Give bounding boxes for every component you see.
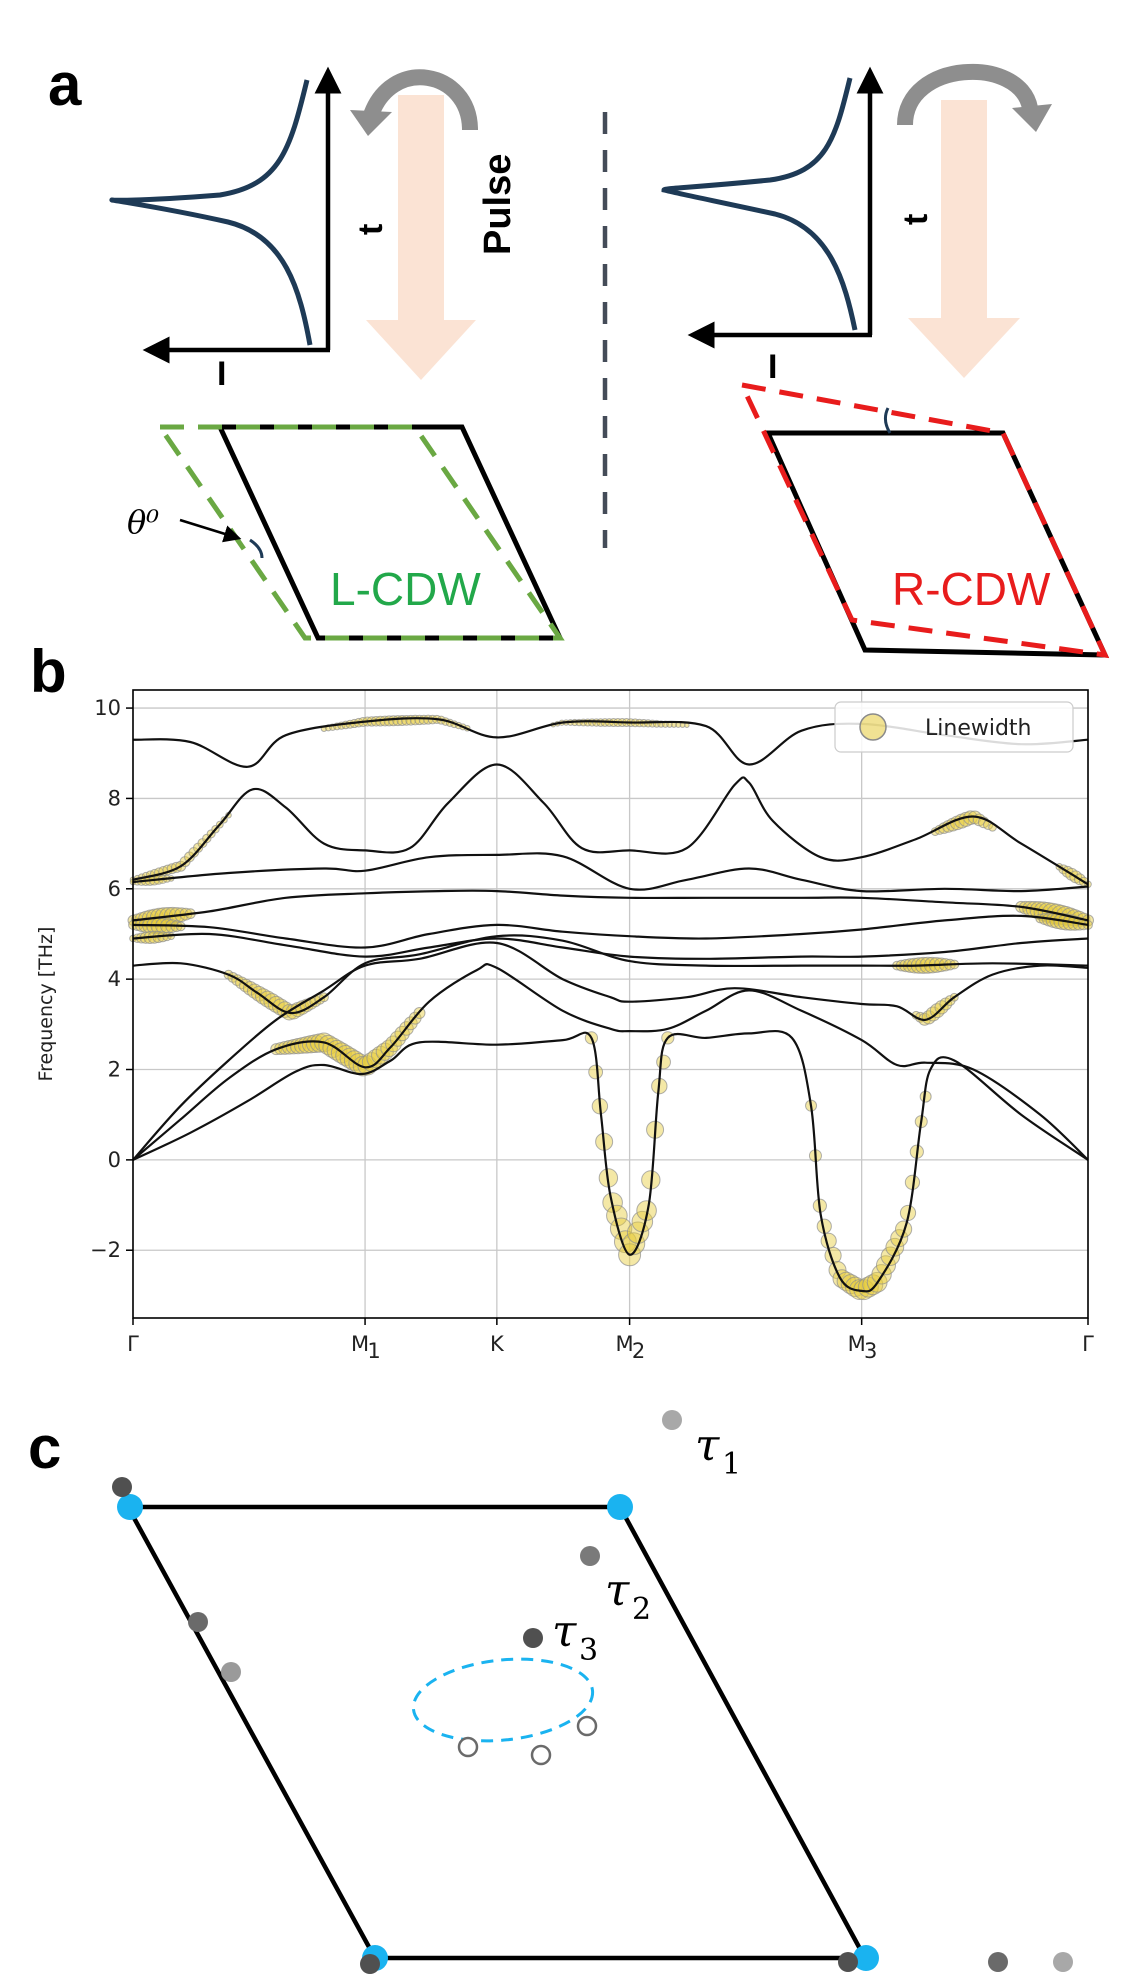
atom-dot	[360, 1954, 380, 1974]
left-rotation-arrowhead-icon	[350, 110, 392, 136]
linewidth-marker	[656, 1054, 671, 1070]
x-tick-label: M	[848, 1332, 866, 1356]
phonon-band-line	[132, 914, 1089, 949]
phonon-band-line	[132, 852, 1089, 893]
x-tick-subscript: 3	[864, 1339, 877, 1363]
chart-frame	[132, 689, 1089, 1319]
legend: Linewidth	[834, 701, 1074, 753]
y-tick-label: 8	[108, 786, 121, 810]
panel-c: c τ 1 τ 2 τ 3	[28, 1410, 1073, 1974]
r-cdw-angle-arc	[883, 407, 892, 434]
x-tick-subscript: 1	[367, 1339, 380, 1363]
linewidth-markers	[127, 714, 1094, 1301]
atom-dot	[221, 1662, 241, 1682]
y-tick-label: 4	[108, 967, 121, 991]
l-cdw-distorted-cell	[155, 424, 565, 641]
vertex-dot	[607, 1494, 633, 1520]
right-rotation-arrowhead-icon	[1012, 104, 1052, 132]
angle-pointer-arrow	[179, 518, 242, 543]
phonon-band-line	[132, 889, 1089, 922]
vertex-dot	[853, 1945, 879, 1971]
x-tick-subscript: 2	[632, 1339, 645, 1363]
x-tick-label: K	[490, 1332, 505, 1356]
l-cdw-label: L-CDW	[330, 563, 481, 615]
y-axis-label: Frequency [THz]	[35, 927, 57, 1082]
r-cdw-distorted-cell	[737, 381, 1110, 659]
atom-dot	[838, 1952, 858, 1972]
tau2-dot	[580, 1546, 600, 1566]
linewidth-marker	[895, 1220, 913, 1238]
panel-c-label: c	[28, 1414, 61, 1481]
legend-box	[834, 701, 1074, 753]
tau1-dot	[662, 1410, 682, 1430]
panel-a-label: a	[48, 51, 82, 118]
tau3-subscript: 3	[579, 1633, 598, 1668]
tau2-subscript: 2	[632, 1592, 651, 1627]
atom-dot	[188, 1612, 208, 1632]
atom-dot	[112, 1477, 132, 1497]
legend-marker	[859, 713, 887, 741]
y-tick-label: 10	[94, 696, 121, 720]
x-tick-label: Γ	[1082, 1332, 1094, 1356]
phonon-band-line	[132, 934, 1089, 1015]
r-cdw-diagram: R-CDW	[737, 381, 1110, 659]
right-intensity-label: I	[768, 348, 777, 386]
x-tick-label: M	[351, 1332, 369, 1356]
y-tick-label: 6	[108, 877, 121, 901]
right-rotation-arrow-icon	[897, 63, 1038, 126]
atom-dot	[988, 1952, 1008, 1972]
vertex-dot	[117, 1494, 143, 1520]
tau3-symbol: τ	[552, 1606, 577, 1657]
y-tick-label: 2	[108, 1058, 121, 1082]
left-pulse-arrow-icon	[366, 95, 476, 380]
left-pulse-schematic: t I	[109, 66, 390, 393]
pulse-label: Pulse	[477, 154, 519, 255]
x-tick-label: M	[616, 1332, 634, 1356]
tau3-label: τ 3	[552, 1606, 598, 1668]
orbit-position	[530, 1744, 552, 1766]
y-tick-label: −2	[90, 1238, 121, 1262]
right-time-label: t	[897, 214, 935, 225]
y-tick-label: 0	[108, 1148, 121, 1172]
right-pulse-schematic: t I	[661, 66, 935, 386]
right-pulse-arrow-icon	[908, 100, 1020, 378]
angle-label: θ⁰	[127, 503, 159, 541]
l-cdw-diagram: θ⁰ L-CDW	[127, 424, 565, 641]
orbit-position	[576, 1715, 598, 1737]
x-axis: Γ M1 K M2 M3 Γ	[127, 1318, 1094, 1363]
orbit-path	[411, 1657, 595, 1743]
tau1-label: τ 1	[695, 1420, 741, 1482]
brillouin-cell	[124, 1504, 869, 1961]
tau1-subscript: 1	[722, 1447, 741, 1482]
phonon-band-line	[132, 941, 1089, 1161]
right-pulse-curve	[661, 77, 858, 331]
tau2-symbol: τ	[605, 1565, 630, 1616]
left-rotation-arrow-icon	[362, 69, 478, 131]
y-axis: −2 0 2 4 6 8 10	[90, 696, 133, 1262]
r-cdw-label: R-CDW	[892, 563, 1051, 615]
tau3-dot	[523, 1628, 543, 1648]
l-cdw-angle-arc	[249, 538, 264, 559]
orbit-position	[457, 1736, 479, 1758]
tau1-symbol: τ	[695, 1420, 720, 1471]
legend-linewidth: Linewidth	[925, 716, 1032, 741]
tau2-label: τ 2	[605, 1565, 651, 1627]
x-tick-label: Γ	[127, 1332, 139, 1356]
phonon-bands	[132, 717, 1089, 1293]
panel-b-label: b	[30, 638, 67, 705]
left-pulse-curve	[109, 79, 313, 346]
left-intensity-label: I	[217, 355, 226, 393]
panel-a: a t I Pulse t I	[48, 51, 1110, 659]
linewidth-marker	[588, 1064, 604, 1080]
left-time-label: t	[352, 224, 390, 235]
phonon-band-line	[132, 963, 1089, 1161]
phonon-band-line	[132, 1030, 1089, 1293]
phonon-band-line	[132, 763, 1089, 886]
atom-dot	[1053, 1952, 1073, 1972]
